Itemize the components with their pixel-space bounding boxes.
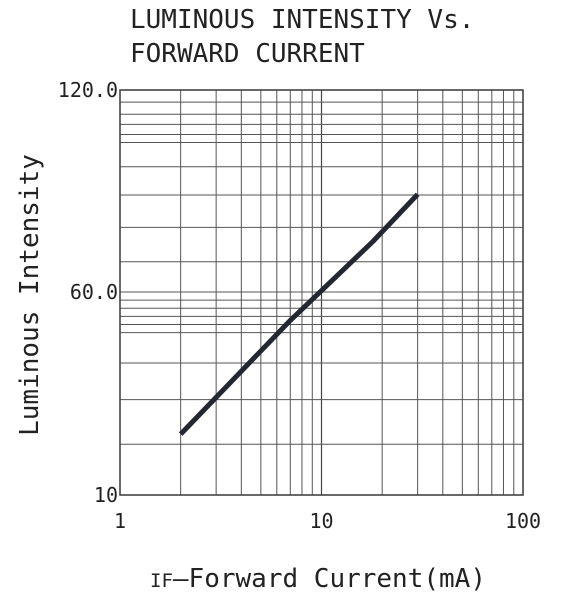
x-tick-label: 1 bbox=[114, 509, 126, 533]
y-tick-label: 120.0 bbox=[58, 78, 118, 102]
x-axis-label-rest: —Forward Current(mA) bbox=[173, 564, 486, 594]
chart-title-line-2: FORWARD CURRENT bbox=[130, 39, 365, 69]
x-axis-label: IF—Forward Current(mA) bbox=[150, 564, 486, 594]
x-tick-label: 100 bbox=[505, 509, 541, 533]
y-axis-label: Luminous Intensity bbox=[15, 154, 45, 436]
x-tick-label: 10 bbox=[309, 509, 333, 533]
series-line bbox=[178, 192, 420, 436]
grid bbox=[120, 90, 523, 495]
x-axis-label-prefix: IF bbox=[150, 570, 173, 592]
plot-frame bbox=[119, 89, 524, 496]
y-tick-label: 60.0 bbox=[70, 280, 118, 304]
chart-title-line-1: LUMINOUS INTENSITY Vs. bbox=[130, 5, 474, 35]
y-tick-label: 10 bbox=[94, 483, 118, 507]
series-lines bbox=[178, 192, 420, 436]
